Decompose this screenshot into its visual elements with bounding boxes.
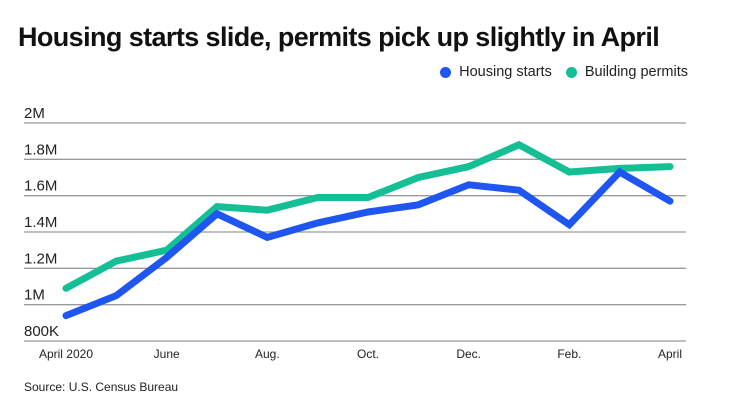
legend-label-housing-starts: Housing starts [459, 64, 552, 80]
y-tick-label: 800K [24, 323, 59, 340]
x-tick-label: Feb. [557, 347, 581, 361]
y-tick-label: 1M [24, 287, 45, 304]
y-tick-label: 1.2M [24, 250, 57, 267]
series-line-housing-starts [62, 167, 674, 320]
x-tick-label: April 2020 [39, 347, 93, 361]
series-line-building-permits [62, 140, 674, 292]
y-tick-label: 1.8M [24, 141, 57, 158]
x-tick-label: June [154, 347, 180, 361]
legend-label-building-permits: Building permits [584, 64, 688, 80]
source-note: Source: U.S. Census Bureau [24, 380, 179, 394]
legend: Housing starts Building permits [426, 64, 688, 80]
legend-item-building-permits: Building permits [565, 64, 688, 80]
y-tick-label: 1.6M [24, 178, 57, 195]
legend-dot-housing-starts [440, 66, 452, 78]
x-tick-label: Oct. [357, 347, 379, 361]
legend-item-housing-starts: Housing starts [440, 64, 552, 80]
x-tick-label: April [658, 347, 682, 361]
x-tick-label: Dec. [456, 347, 481, 361]
chart-title: Housing starts slide, permits pick up sl… [18, 22, 660, 52]
y-axis-ticks: 2M 1.8M 1.6M 1.4M 1.2M 1M 800K [24, 105, 59, 340]
series-lines [62, 140, 674, 320]
x-axis-ticks: April 2020 June Aug. Oct. Dec. Feb. April [39, 347, 682, 361]
legend-dot-building-permits [565, 66, 577, 78]
gridlines [24, 122, 686, 342]
x-tick-label: Aug. [255, 347, 280, 361]
y-tick-label: 2M [24, 105, 45, 122]
y-tick-label: 1.4M [24, 214, 57, 231]
